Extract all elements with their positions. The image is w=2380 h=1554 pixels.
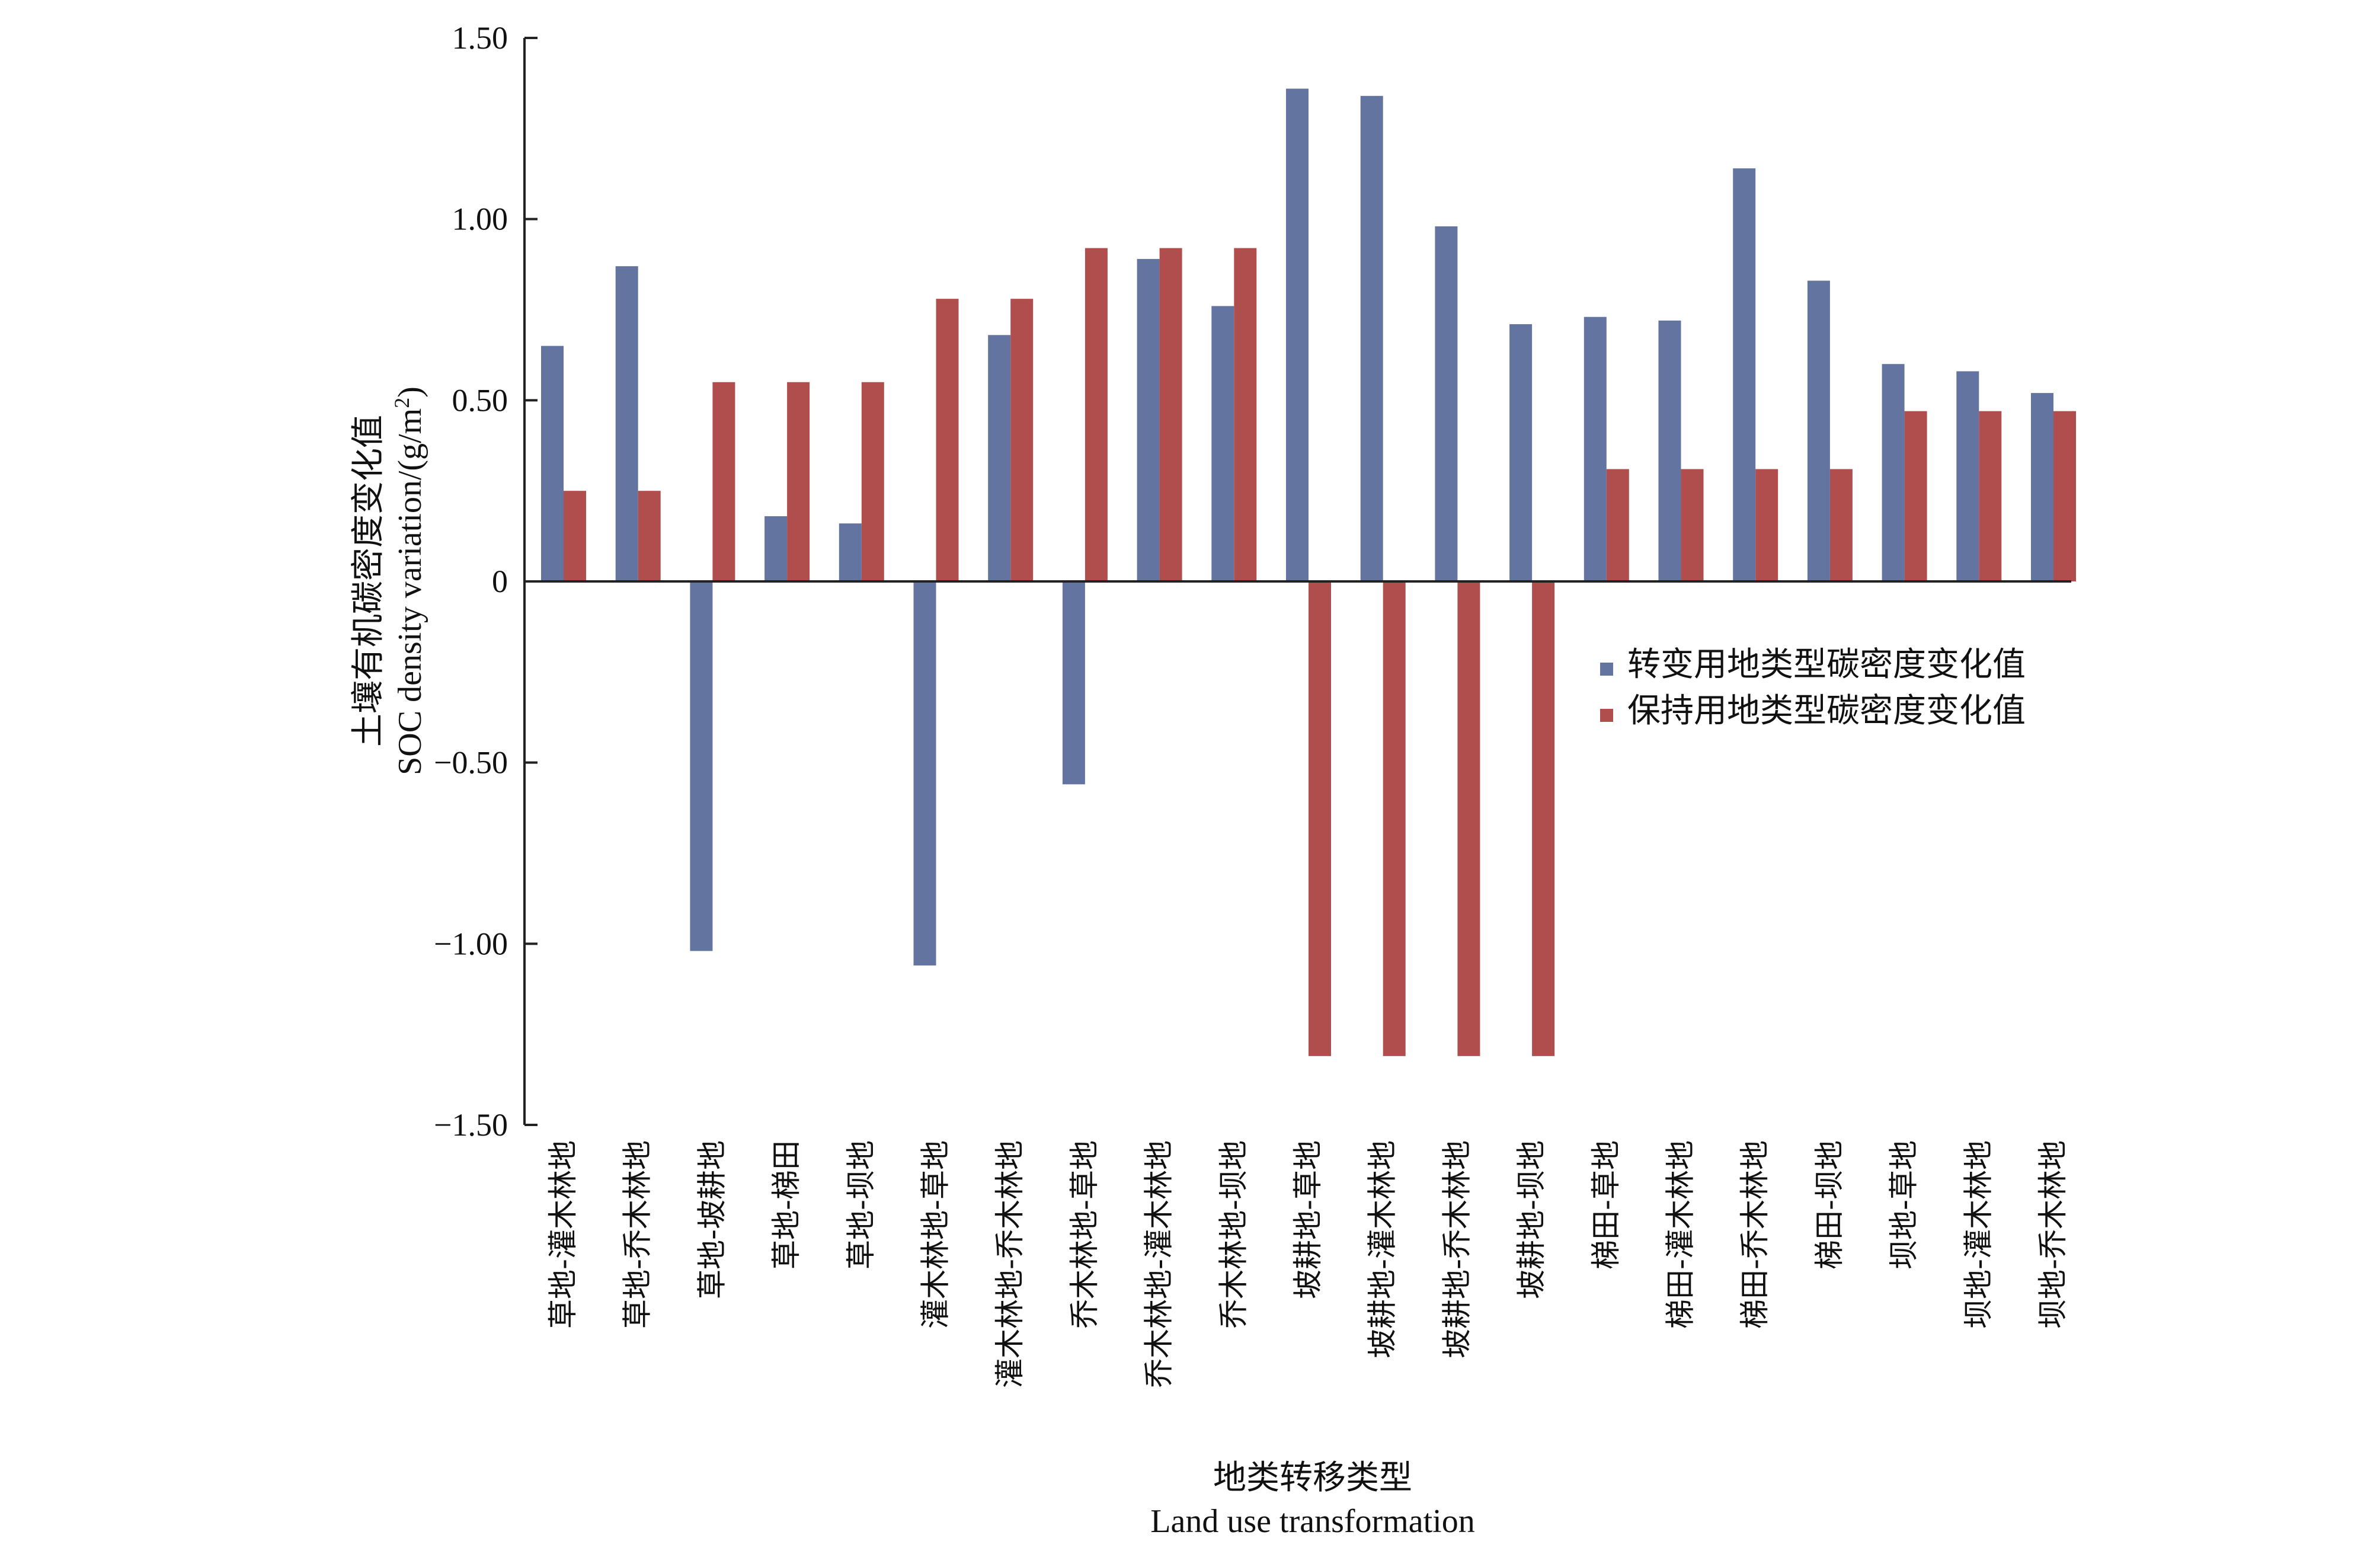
- x-category-label: 乔木林地-草地: [1067, 1140, 1102, 1329]
- x-category-label: 坡耕地-灌木林地: [1365, 1140, 1400, 1358]
- legend-label-transformed: 转变用地类型碳密度变化值: [1627, 645, 2026, 684]
- x-category-label: 草地-坡耕地: [695, 1140, 729, 1299]
- x-category-label: 坡耕地-坝地: [1514, 1140, 1549, 1299]
- bar-retained-4: [861, 382, 884, 581]
- y-axis-title-en: SOC density variation/(g/m2): [390, 386, 428, 775]
- bar-retained-6: [1010, 299, 1034, 581]
- y-tick-label: 1.00: [452, 202, 508, 237]
- bar-transformed-15: [1658, 320, 1681, 581]
- bar-retained-17: [1829, 469, 1853, 581]
- y-tick-label: −1.50: [434, 1107, 508, 1143]
- legend-label-retained: 保持用地类型碳密度变化值: [1627, 692, 2026, 730]
- bar-transformed-2: [690, 581, 713, 951]
- x-category-label: 草地-灌木林地: [546, 1140, 580, 1329]
- x-category-label: 坡耕地-乔木林地: [1439, 1140, 1474, 1358]
- y-tick-label: 0: [492, 564, 508, 599]
- bar-retained-2: [712, 382, 735, 581]
- x-category-label: 草地-乔木林地: [620, 1140, 655, 1329]
- bar-transformed-11: [1360, 95, 1383, 581]
- bars-group: [541, 88, 2076, 1056]
- bar-transformed-12: [1435, 226, 1458, 582]
- bar-transformed-5: [913, 581, 936, 966]
- bar-transformed-13: [1509, 324, 1533, 581]
- bar-retained-5: [936, 299, 959, 581]
- bar-transformed-14: [1584, 316, 1607, 581]
- bar-transformed-0: [541, 346, 564, 581]
- y-tick-label: −1.00: [434, 926, 508, 961]
- x-axis-title-en: Land use transformation: [1150, 1503, 1474, 1540]
- bar-transformed-16: [1733, 168, 1756, 582]
- y-tick-label: 0.50: [452, 382, 508, 418]
- bar-transformed-17: [1807, 280, 1830, 581]
- x-category-label: 梯田-坝地: [1812, 1140, 1847, 1270]
- bar-transformed-7: [1062, 581, 1085, 785]
- category-labels-group: 草地-灌木林地 草地-乔木林地 草地-坡耕地 草地-梯田 草地-坝地 灌木林地-草地 灌木林…: [546, 1140, 2070, 1388]
- bar-transformed-19: [1956, 371, 1979, 581]
- y-ticks-group: −1.50 −1.00 −0.50 0 0.50 1.00 1.50: [434, 20, 538, 1143]
- bar-retained-10: [1309, 581, 1331, 1056]
- bar-retained-20: [2053, 411, 2076, 581]
- bar-retained-12: [1457, 581, 1480, 1056]
- y-axis-title: 土壤有机碳密度变化值 SOC density variation/(g/m2): [349, 386, 428, 775]
- bar-retained-16: [1755, 469, 1778, 581]
- bar-retained-0: [564, 491, 586, 581]
- bar-retained-15: [1681, 469, 1704, 581]
- x-category-label: 坡耕地-草地: [1291, 1140, 1325, 1299]
- bar-retained-18: [1904, 411, 1927, 581]
- x-category-label: 坝地-乔木林地: [2036, 1140, 2070, 1329]
- bar-retained-9: [1234, 248, 1257, 581]
- y-axis-title-cn: 土壤有机碳密度变化值: [349, 415, 388, 747]
- y-tick-label: −0.50: [434, 745, 508, 781]
- x-category-label: 梯田-灌木林地: [1664, 1140, 1698, 1329]
- bar-transformed-18: [1882, 364, 1905, 581]
- bar-retained-11: [1383, 581, 1406, 1056]
- bar-transformed-8: [1137, 258, 1160, 581]
- y-tick-label: 1.50: [452, 20, 508, 56]
- bar-transformed-1: [615, 266, 638, 581]
- x-category-label: 坝地-灌木林地: [1961, 1140, 1995, 1329]
- bar-transformed-10: [1286, 88, 1309, 581]
- x-category-label: 梯田-草地: [1589, 1140, 1623, 1270]
- bar-retained-19: [1979, 411, 2002, 581]
- bar-retained-8: [1159, 248, 1182, 581]
- bar-retained-7: [1085, 248, 1108, 581]
- bar-retained-14: [1606, 469, 1629, 581]
- bar-transformed-4: [839, 523, 862, 581]
- x-axis-title-cn: 地类转移类型: [1213, 1459, 1412, 1497]
- x-category-label: 灌木林地-乔木林地: [993, 1140, 1027, 1388]
- x-category-label: 灌木林地-草地: [919, 1140, 953, 1329]
- bar-retained-3: [787, 382, 810, 581]
- legend-swatch-retained: [1600, 709, 1613, 722]
- bar-retained-1: [638, 491, 661, 581]
- bar-transformed-6: [988, 335, 1011, 581]
- x-category-label: 草地-坝地: [844, 1140, 878, 1270]
- bar-transformed-20: [2031, 393, 2053, 581]
- legend: 转变用地类型碳密度变化值 保持用地类型碳密度变化值: [1600, 645, 2026, 730]
- x-category-label: 草地-梯田: [769, 1140, 804, 1270]
- x-category-label: 梯田-乔木林地: [1738, 1140, 1772, 1329]
- bar-transformed-3: [764, 516, 788, 581]
- bar-transformed-9: [1211, 306, 1234, 581]
- x-category-label: 乔木林地-坝地: [1216, 1140, 1250, 1329]
- x-category-label: 坝地-草地: [1887, 1140, 1921, 1270]
- bar-retained-13: [1532, 581, 1555, 1056]
- x-category-label: 乔木林地-灌木林地: [1142, 1140, 1176, 1388]
- legend-swatch-transformed: [1600, 663, 1613, 676]
